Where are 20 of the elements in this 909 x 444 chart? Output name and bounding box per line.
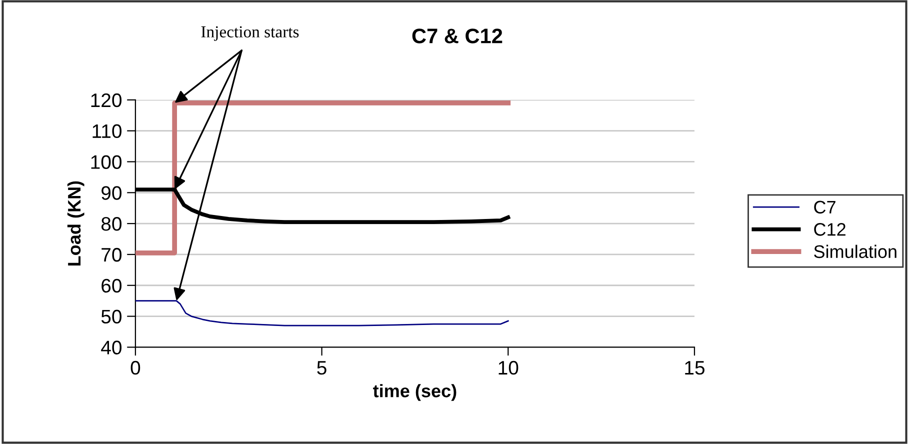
legend-label: C7 <box>814 200 836 214</box>
x-tick-label: 0 <box>130 360 140 375</box>
x-tick-label: 15 <box>685 361 704 375</box>
y-axis-title: Load (KN) <box>67 181 84 266</box>
legend-label: C12 <box>814 223 846 236</box>
y-tick-label: 80 <box>101 217 122 231</box>
x-tick-label: 5 <box>317 361 326 375</box>
annotation: Injection starts <box>201 26 299 41</box>
y-tick-label: 50 <box>101 310 122 324</box>
y-tick-label: 120 <box>91 93 122 108</box>
y-tick-label: 100 <box>91 155 122 169</box>
x-tick-label: 10 <box>498 360 518 375</box>
y-tick-label: 90 <box>102 186 122 200</box>
y-tick-label: 110 <box>92 124 122 138</box>
y-tick-label: 60 <box>102 278 122 293</box>
x-axis-title: time (sec) <box>373 384 456 401</box>
y-tick-label: 70 <box>102 248 122 262</box>
legend-label: Simulation <box>814 244 896 258</box>
chart-title: C7 & C12 <box>412 28 502 44</box>
y-tick-label: 40 <box>101 340 122 354</box>
